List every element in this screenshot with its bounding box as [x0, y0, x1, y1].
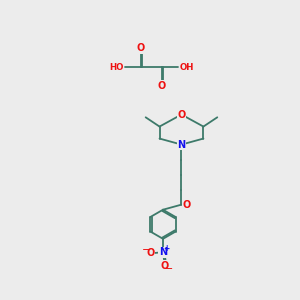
- Text: O: O: [158, 81, 166, 91]
- Text: −: −: [164, 264, 173, 274]
- Text: N: N: [159, 247, 167, 257]
- Text: O: O: [177, 110, 186, 119]
- Text: O: O: [161, 261, 169, 271]
- Text: O: O: [137, 43, 145, 53]
- Text: O: O: [146, 248, 154, 258]
- Text: N: N: [177, 140, 185, 150]
- Text: HO: HO: [109, 63, 124, 72]
- Text: O: O: [182, 200, 191, 210]
- Text: OH: OH: [179, 63, 194, 72]
- Text: +: +: [164, 244, 170, 253]
- Text: −: −: [142, 245, 151, 255]
